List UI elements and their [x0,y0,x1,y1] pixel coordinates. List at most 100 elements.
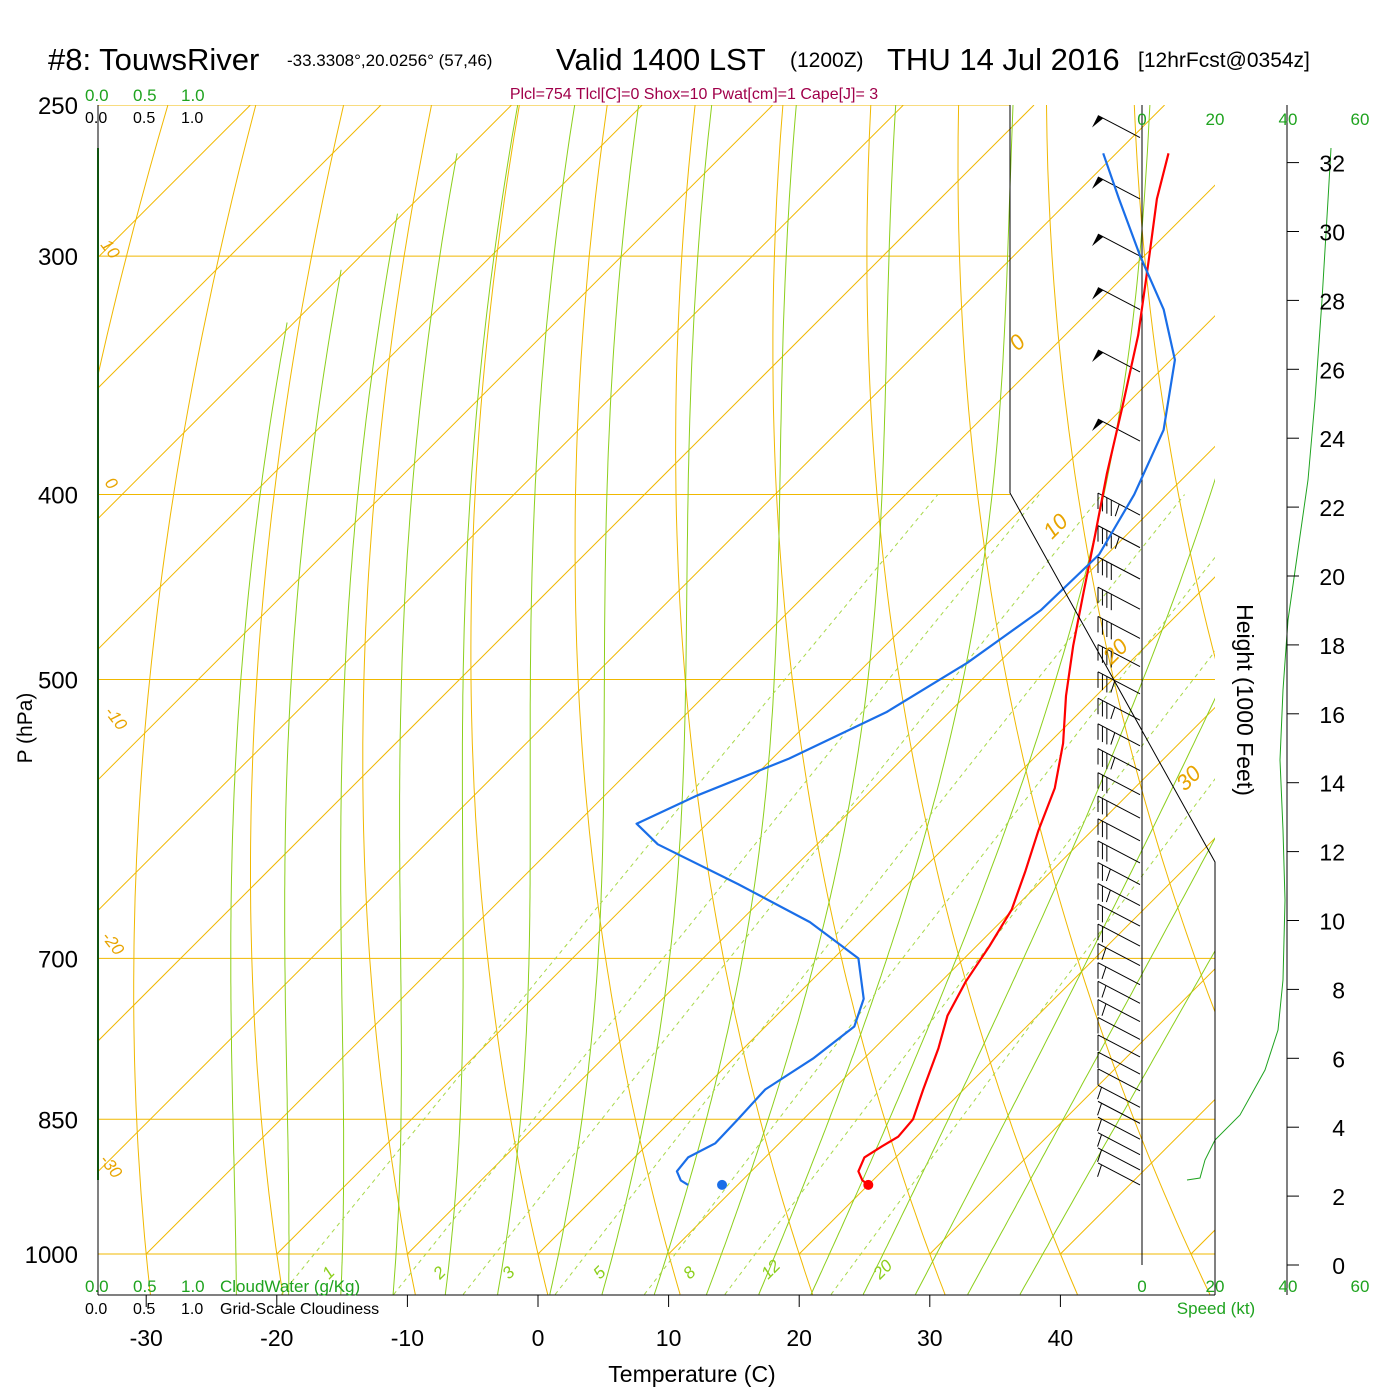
mixing-ratio-label: 12 [757,1256,784,1283]
mixing-ratio-line [644,556,1215,1295]
wind-barb [1097,1068,1141,1092]
wind-barb [1097,1084,1141,1108]
dry-adiabat-label: -20 [98,928,128,959]
wind-barb-panel [1092,105,1332,1265]
wind-barb [1097,697,1141,721]
speed-bottom-2: 40 [1279,1277,1298,1296]
wind-barb-shaft [1097,492,1141,516]
wind-barb [1097,671,1141,695]
wind-barb [1097,1147,1141,1171]
height-tick-label: 30 [1319,220,1345,246]
moist-adiabat-line [340,213,398,1295]
wind-barb [1097,1100,1141,1124]
dry-adiabat-line [1307,71,1400,1294]
x-tick-label: 0 [532,1325,545,1351]
wind-barb-shaft [1097,772,1141,796]
x-tick-label: 10 [656,1325,682,1351]
height-tick-label: 14 [1319,771,1345,797]
moist-adiabat-line [444,105,519,1295]
isotherm-line [1190,1229,1215,1255]
mixing-ratio-line [393,494,1040,1295]
height-tick-label: 20 [1319,564,1345,590]
wind-barb-halfflag [1105,868,1111,882]
indices-line: Plcl=754 Tlcl[C]=0 Shox=10 Pwat[cm]=1 Ca… [510,86,878,103]
wind-barb-halfflag [1097,1149,1103,1162]
dewpoint-profile [635,152,1177,1186]
height-tick-label: 24 [1319,426,1345,452]
wind-barb-halfflag [1110,757,1116,770]
title-station: #8: TouwsRiver [48,42,259,77]
wind-barb [1097,962,1141,986]
wind-barb-shaft [1097,1034,1141,1058]
title-zulu: (1200Z) [790,49,864,72]
height-tick-label: 10 [1319,909,1345,935]
cloudiness-label: Grid-Scale Cloudiness [220,1301,379,1318]
isotherm-line [668,706,1215,1255]
isotherm-line [98,105,774,781]
cloud-bottom-black-2: 1.0 [181,1301,203,1318]
cloud-bottom-black-1: 0.5 [133,1301,155,1318]
height-tick-label: 26 [1319,357,1345,383]
speed-top-0: 0 [1137,110,1146,129]
speed-bottom-1: 20 [1206,1277,1225,1296]
wind-barb [1097,1017,1141,1040]
height-tick-label: 12 [1319,840,1345,866]
pressure-label: 400 [38,483,78,510]
wind-barb [1097,840,1141,864]
height-tick-label: 0 [1332,1253,1345,1279]
wind-speed-profile [1186,147,1332,1181]
wind-barb-halfflag [1110,680,1116,693]
height-tick-label: 6 [1332,1046,1345,1072]
wind-barb-pennant [1092,349,1104,362]
moist-adiabat-line [758,105,1014,1295]
mixing-ratio-line [554,494,1185,1295]
wind-barb-shaft [1097,1051,1141,1075]
wind-barb-shaft [1097,862,1141,885]
wind-barb [1097,1034,1141,1058]
cloud-bottom-green-1: 0.5 [133,1277,157,1296]
wind-barb [1097,943,1141,967]
mixing-ratio-label: 8 [679,1262,700,1283]
wind-barb-shaft [1097,644,1141,668]
dry-adiabat-line [675,105,814,1295]
cloudwater-label: CloudWater (g/Kg) [220,1277,360,1296]
wind-barb-halfflag [1101,985,1107,998]
pressure-label: 700 [38,946,78,973]
wind-barb-shaft [1097,349,1141,373]
isotherm-line [929,968,1215,1255]
wind-barb-shaft [1097,980,1141,1004]
isotherm-line [98,105,643,650]
wind-barb-halfflag [1101,966,1107,980]
cloud-top-black-1: 0.5 [133,110,155,127]
dry-adiabat-line [362,105,433,1295]
moist-adiabat-line [230,322,288,1295]
title-forecast: [12hrFcst@0354z] [1138,49,1310,72]
wind-barb [1097,862,1141,885]
temperature-profile [857,153,1170,1186]
wind-barb [1097,772,1141,796]
mixing-ratio-line [724,650,1215,1295]
wind-barb-shaft [1097,1132,1141,1156]
plot-right-boundary [1009,105,1216,1295]
wind-barb-shaft [1097,1068,1141,1092]
height-tick-label: 2 [1332,1184,1345,1210]
dry-adiabat-line [1045,105,1215,1014]
wind-barb [1092,418,1141,442]
height-tick-label: 22 [1319,495,1345,521]
wind-barb-halfflag [1101,1003,1107,1016]
dry-adiabat-label: -30 [96,1151,126,1182]
wind-barb-shaft [1097,1116,1141,1140]
wind-barb-halfflag [1110,706,1116,720]
height-tick-label: 16 [1319,702,1345,728]
moist-adiabat-line [653,105,797,1295]
wind-barb-shaft [1097,556,1141,580]
wind-barb-shaft [1097,840,1141,864]
wind-barb-shaft [1097,525,1141,549]
speed-top-2: 40 [1279,110,1298,129]
wind-barb-shaft [1097,233,1141,257]
wind-barb-halfflag [1097,1103,1103,1116]
wind-barb-shaft [1097,962,1141,986]
dry-adiabat-line [1133,105,1215,660]
moist-adiabat-line [1019,950,1215,1295]
